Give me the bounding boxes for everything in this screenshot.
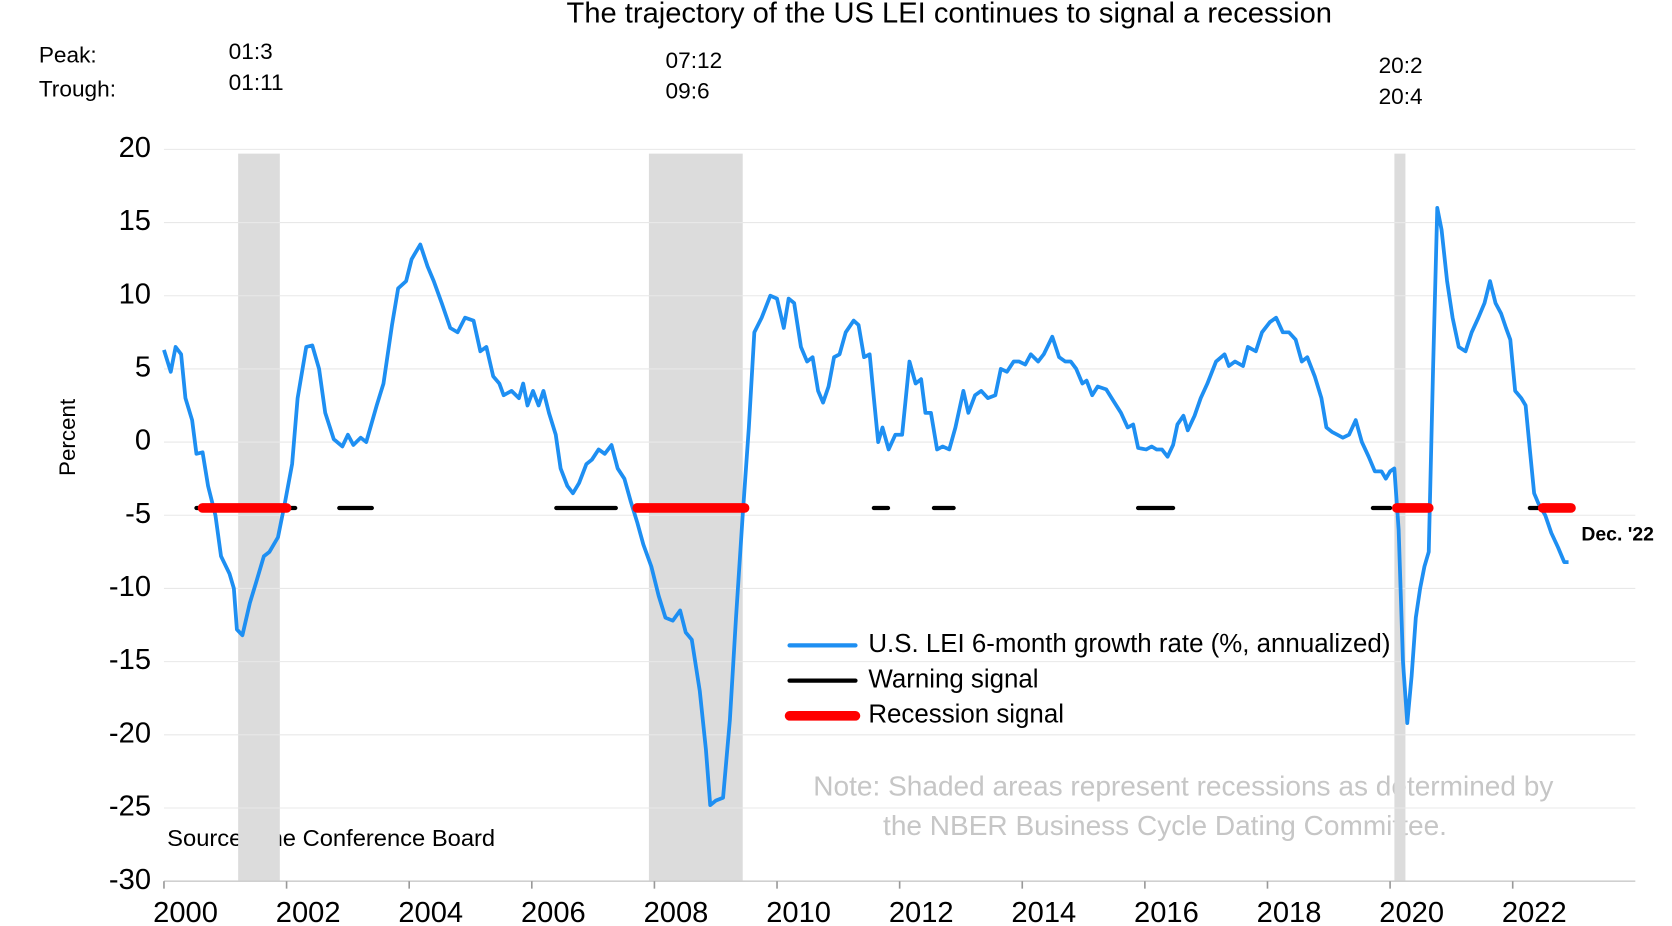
x-tick-label: 2020 [1379,897,1444,926]
recession-peak: 20:2 [1379,53,1423,78]
y-tick-label: 15 [119,205,151,237]
x-tick-label: 2016 [1134,897,1199,926]
note: Note: Shaded areas represent recessions … [813,771,1553,802]
x-tick-label: 2008 [644,897,709,926]
x-tick-label: 2000 [153,897,218,926]
note: the NBER Business Cycle Dating Committee… [883,810,1447,841]
x-tick-label: 2004 [398,897,463,926]
recession-peak: 07:12 [666,48,723,73]
y-tick-label: -20 [109,718,151,750]
y-tick-label: 5 [135,352,151,384]
source: Source: The Conference Board [167,826,495,852]
y-tick-label: -10 [109,571,151,603]
x-tick-label: 2014 [1011,897,1076,926]
x-tick-label: 2018 [1257,897,1322,926]
lei-line [162,206,1569,807]
recession-shade [1394,153,1406,882]
recession-trough: 01:11 [229,70,284,95]
chart-title: The trajectory of the US LEI continues t… [567,0,1332,30]
legend-label: U.S. LEI 6-month growth rate (%, annuali… [868,630,1390,658]
y-tick-label: -15 [109,644,151,676]
y-tick-label: 0 [135,425,151,457]
legend-label: Recession signal [868,701,1064,729]
y-tick-label: -25 [109,791,151,823]
recession-shade [648,153,743,882]
x-tick-label: 2012 [889,897,954,926]
y-tick-label: 20 [119,132,151,164]
recession-trough: 09:6 [666,79,710,104]
end-label: Dec. '22 [1581,525,1654,546]
recession-peak: 01:3 [229,39,273,64]
peak-label: Peak: [39,43,97,68]
x-tick-label: 2006 [521,897,586,926]
y-axis-label: Percent [55,398,80,476]
trough-label: Trough: [39,77,116,102]
recession-trough: 20:4 [1379,84,1423,109]
y-tick-label: -5 [125,498,151,530]
x-tick-label: 2002 [276,897,341,926]
y-tick-label: -30 [109,864,151,896]
x-tick-label: 2010 [766,897,831,926]
x-tick-label: 2022 [1502,897,1567,926]
legend-label: Warning signal [868,666,1038,694]
y-tick-label: 10 [119,278,151,310]
recession-shade [238,153,280,882]
